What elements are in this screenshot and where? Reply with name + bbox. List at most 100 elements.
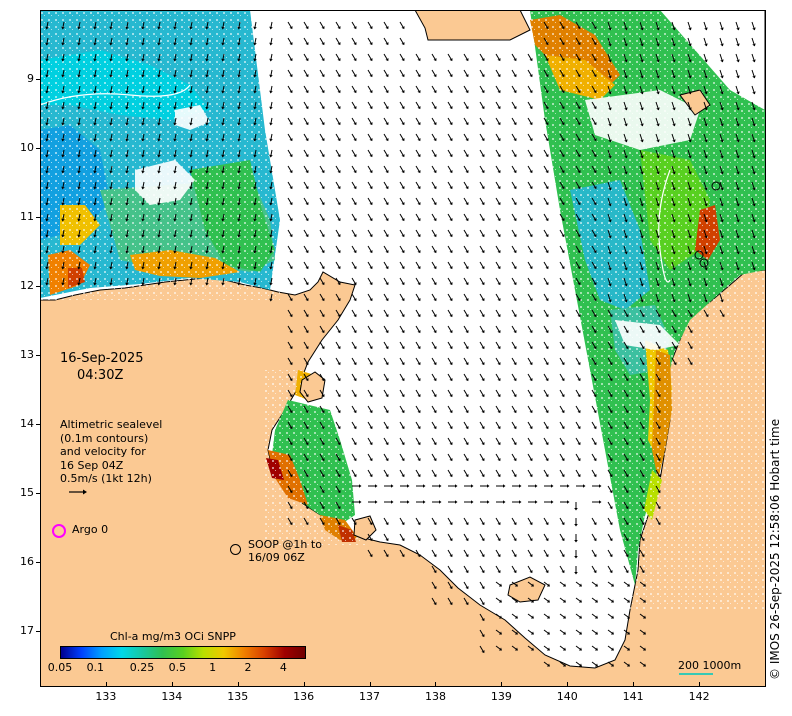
velocity-arrowhead — [353, 378, 357, 382]
velocity-arrowhead — [545, 138, 549, 142]
velocity-arrow — [639, 373, 644, 380]
colorbar-tick-label: 4 — [279, 661, 287, 674]
velocity-arrowhead — [562, 647, 566, 651]
velocity-arrowhead — [385, 138, 389, 142]
velocity-arrowhead — [369, 138, 373, 142]
velocity-arrowhead — [433, 218, 437, 222]
y-tick-mark — [36, 78, 40, 80]
velocity-arrowhead — [109, 250, 113, 254]
velocity-arrow — [174, 69, 177, 76]
velocity-arrow — [479, 405, 484, 412]
velocity-arrowhead — [93, 138, 97, 142]
velocity-arrow — [415, 309, 420, 316]
velocity-arrow — [527, 277, 532, 284]
colorbar-tick-label: 0.25 — [129, 661, 155, 674]
velocity-arrowhead — [173, 266, 177, 270]
velocity-arrow — [687, 277, 691, 285]
velocity-arrow — [751, 261, 755, 269]
velocity-arrow — [319, 53, 324, 60]
argo-marker-icon — [52, 524, 66, 538]
velocity-arrow — [607, 613, 613, 618]
velocity-arrowhead — [704, 267, 708, 271]
velocity-arrow — [527, 581, 533, 586]
velocity-arrowhead — [77, 106, 81, 110]
velocity-arrowhead — [577, 170, 581, 174]
velocity-arrowhead — [673, 346, 677, 350]
velocity-arrowhead — [433, 602, 437, 606]
velocity-arrowhead — [417, 378, 421, 382]
velocity-arrowhead — [305, 426, 309, 430]
velocity-arrowhead — [321, 250, 325, 254]
velocity-arrow — [559, 85, 564, 92]
velocity-arrow — [607, 501, 612, 508]
velocity-arrowhead — [720, 187, 724, 191]
velocity-arrow — [575, 69, 580, 76]
velocity-arrowhead — [337, 490, 341, 494]
velocity-arrowhead — [449, 522, 453, 526]
velocity-arrows — [45, 21, 756, 667]
velocity-arrow — [511, 229, 516, 236]
velocity-arrowhead — [561, 330, 565, 334]
velocity-arrow — [399, 421, 404, 428]
map-area[interactable] — [40, 10, 765, 686]
velocity-arrowhead — [513, 170, 517, 174]
velocity-arrowhead — [545, 426, 549, 430]
velocity-arrowhead — [688, 219, 692, 223]
velocity-arrowhead — [609, 362, 613, 366]
velocity-arrow — [383, 53, 388, 60]
y-tick-label: 11 — [20, 209, 34, 223]
velocity-arrowhead — [529, 186, 533, 190]
velocity-arrowhead — [401, 330, 405, 334]
velocity-arrowhead — [688, 235, 692, 239]
velocity-arrow — [383, 453, 388, 460]
velocity-arrow — [463, 213, 468, 220]
velocity-arrow — [639, 469, 644, 476]
velocity-arrowhead — [205, 42, 209, 46]
velocity-arrowhead — [487, 500, 490, 504]
velocity-arrow — [287, 373, 292, 380]
velocity-arrowhead — [609, 410, 613, 414]
velocity-arrowhead — [305, 522, 309, 526]
velocity-arrow — [463, 565, 468, 572]
velocity-arrow — [94, 261, 97, 268]
velocity-arrowhead — [221, 42, 225, 46]
velocity-arrow — [527, 373, 532, 380]
velocity-arrowhead — [481, 90, 485, 94]
velocity-arrow — [431, 101, 436, 108]
velocity-arrowhead — [417, 362, 421, 366]
velocity-arrow — [62, 261, 65, 268]
velocity-arrow — [319, 309, 324, 316]
velocity-arrowhead — [752, 75, 756, 79]
velocity-arrowhead — [205, 58, 209, 62]
velocity-arrowhead — [624, 171, 628, 175]
velocity-arrowhead — [237, 266, 241, 270]
velocity-arrowhead — [672, 235, 676, 239]
velocity-arrowhead — [561, 250, 565, 254]
velocity-arrowhead — [561, 26, 565, 30]
velocity-arrow — [543, 133, 548, 140]
velocity-arrowhead — [433, 138, 437, 142]
velocity-arrow — [591, 373, 596, 380]
velocity-arrowhead — [269, 106, 273, 110]
velocity-arrow — [319, 325, 324, 332]
velocity-arrow — [527, 69, 532, 76]
velocity-arrow — [158, 85, 161, 92]
velocity-arrowhead — [173, 106, 177, 110]
velocity-arrowhead — [561, 346, 565, 350]
velocity-arrow — [751, 85, 755, 93]
velocity-arrow — [126, 213, 129, 220]
velocity-arrowhead — [237, 234, 241, 238]
velocity-arrowhead — [353, 42, 357, 46]
velocity-arrow — [495, 549, 500, 556]
velocity-arrowhead — [45, 186, 49, 190]
velocity-arrow — [687, 37, 691, 45]
velocity-arrowhead — [720, 251, 724, 255]
velocity-arrow — [703, 309, 708, 316]
velocity-arrow — [62, 53, 65, 60]
y-tick-label: 16 — [20, 554, 34, 568]
velocity-arrow — [591, 517, 596, 524]
velocity-arrowhead — [289, 426, 293, 430]
velocity-arrow — [303, 37, 308, 44]
velocity-arrowhead — [141, 218, 145, 222]
velocity-arrowhead — [704, 235, 708, 239]
